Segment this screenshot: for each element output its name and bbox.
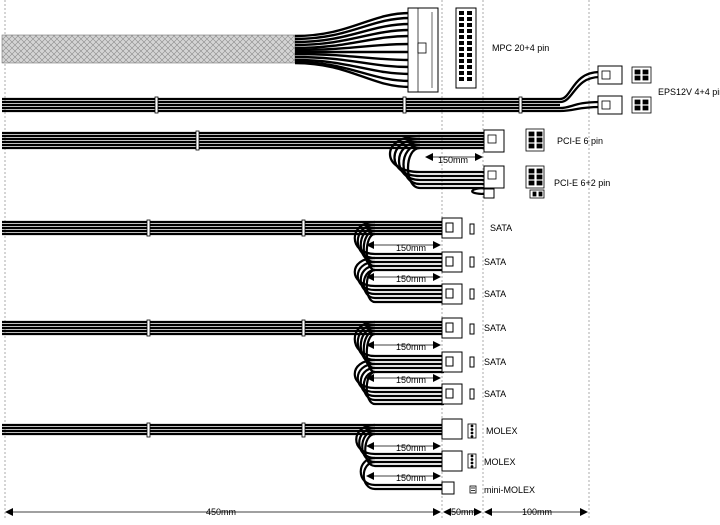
sata-cable-b: 150mm 150mm SATA SATA SATA — [2, 317, 506, 406]
pcie62-label: PCI-E 6+2 pin — [554, 178, 610, 188]
dimension-line: 450mm 50mm 100mm — [5, 507, 588, 517]
molex1-spacing-label: 150mm — [396, 443, 426, 453]
pcie6-label: PCI-E 6 pin — [557, 136, 603, 146]
pcie-spacing-label: 150mm — [438, 155, 468, 165]
eps-cable: EPS12V 4+4 pin — [2, 65, 720, 115]
sata3-label: SATA — [484, 289, 506, 299]
sata2-label: SATA — [484, 257, 506, 267]
mpc-label: MPC 20+4 pin — [492, 43, 549, 53]
sata6-label: SATA — [484, 389, 506, 399]
dim-right-label: 100mm — [522, 507, 552, 517]
sata4-label: SATA — [484, 323, 506, 333]
molex2-label: MOLEX — [484, 457, 516, 467]
sata1-label: SATA — [490, 223, 512, 233]
molex2-spacing-label: 150mm — [396, 473, 426, 483]
pcie-pinout — [525, 128, 545, 199]
mpc-pinout — [459, 11, 472, 81]
sata-a1-spacing-label: 150mm — [396, 243, 426, 253]
minimolex-label: mini-MOLEX — [484, 485, 535, 495]
molex-cable: 150mm 150mm MOLEX MOLEX mini-MOLEX — [2, 418, 535, 495]
sata-cable-a: 150mm 150mm SATA SATA SATA — [2, 217, 512, 305]
molex-pinout — [467, 423, 477, 494]
eps-pinout — [631, 66, 652, 114]
dim-mid-label: 50mm — [451, 507, 476, 517]
sata-a2-spacing-label: 150mm — [396, 274, 426, 284]
mpc-cable: MPC 20+4 pin — [1, 7, 549, 93]
molex1-label: MOLEX — [486, 426, 518, 436]
eps-label: EPS12V 4+4 pin — [658, 87, 720, 97]
sata-b2-spacing-label: 150mm — [396, 375, 426, 385]
sata-b1-spacing-label: 150mm — [396, 342, 426, 352]
dim-main-label: 450mm — [206, 507, 236, 517]
sata5-label: SATA — [484, 357, 506, 367]
pcie-cable: 150mm PCI-E 6 pin PCI-E 6+2 pin — [2, 128, 610, 199]
